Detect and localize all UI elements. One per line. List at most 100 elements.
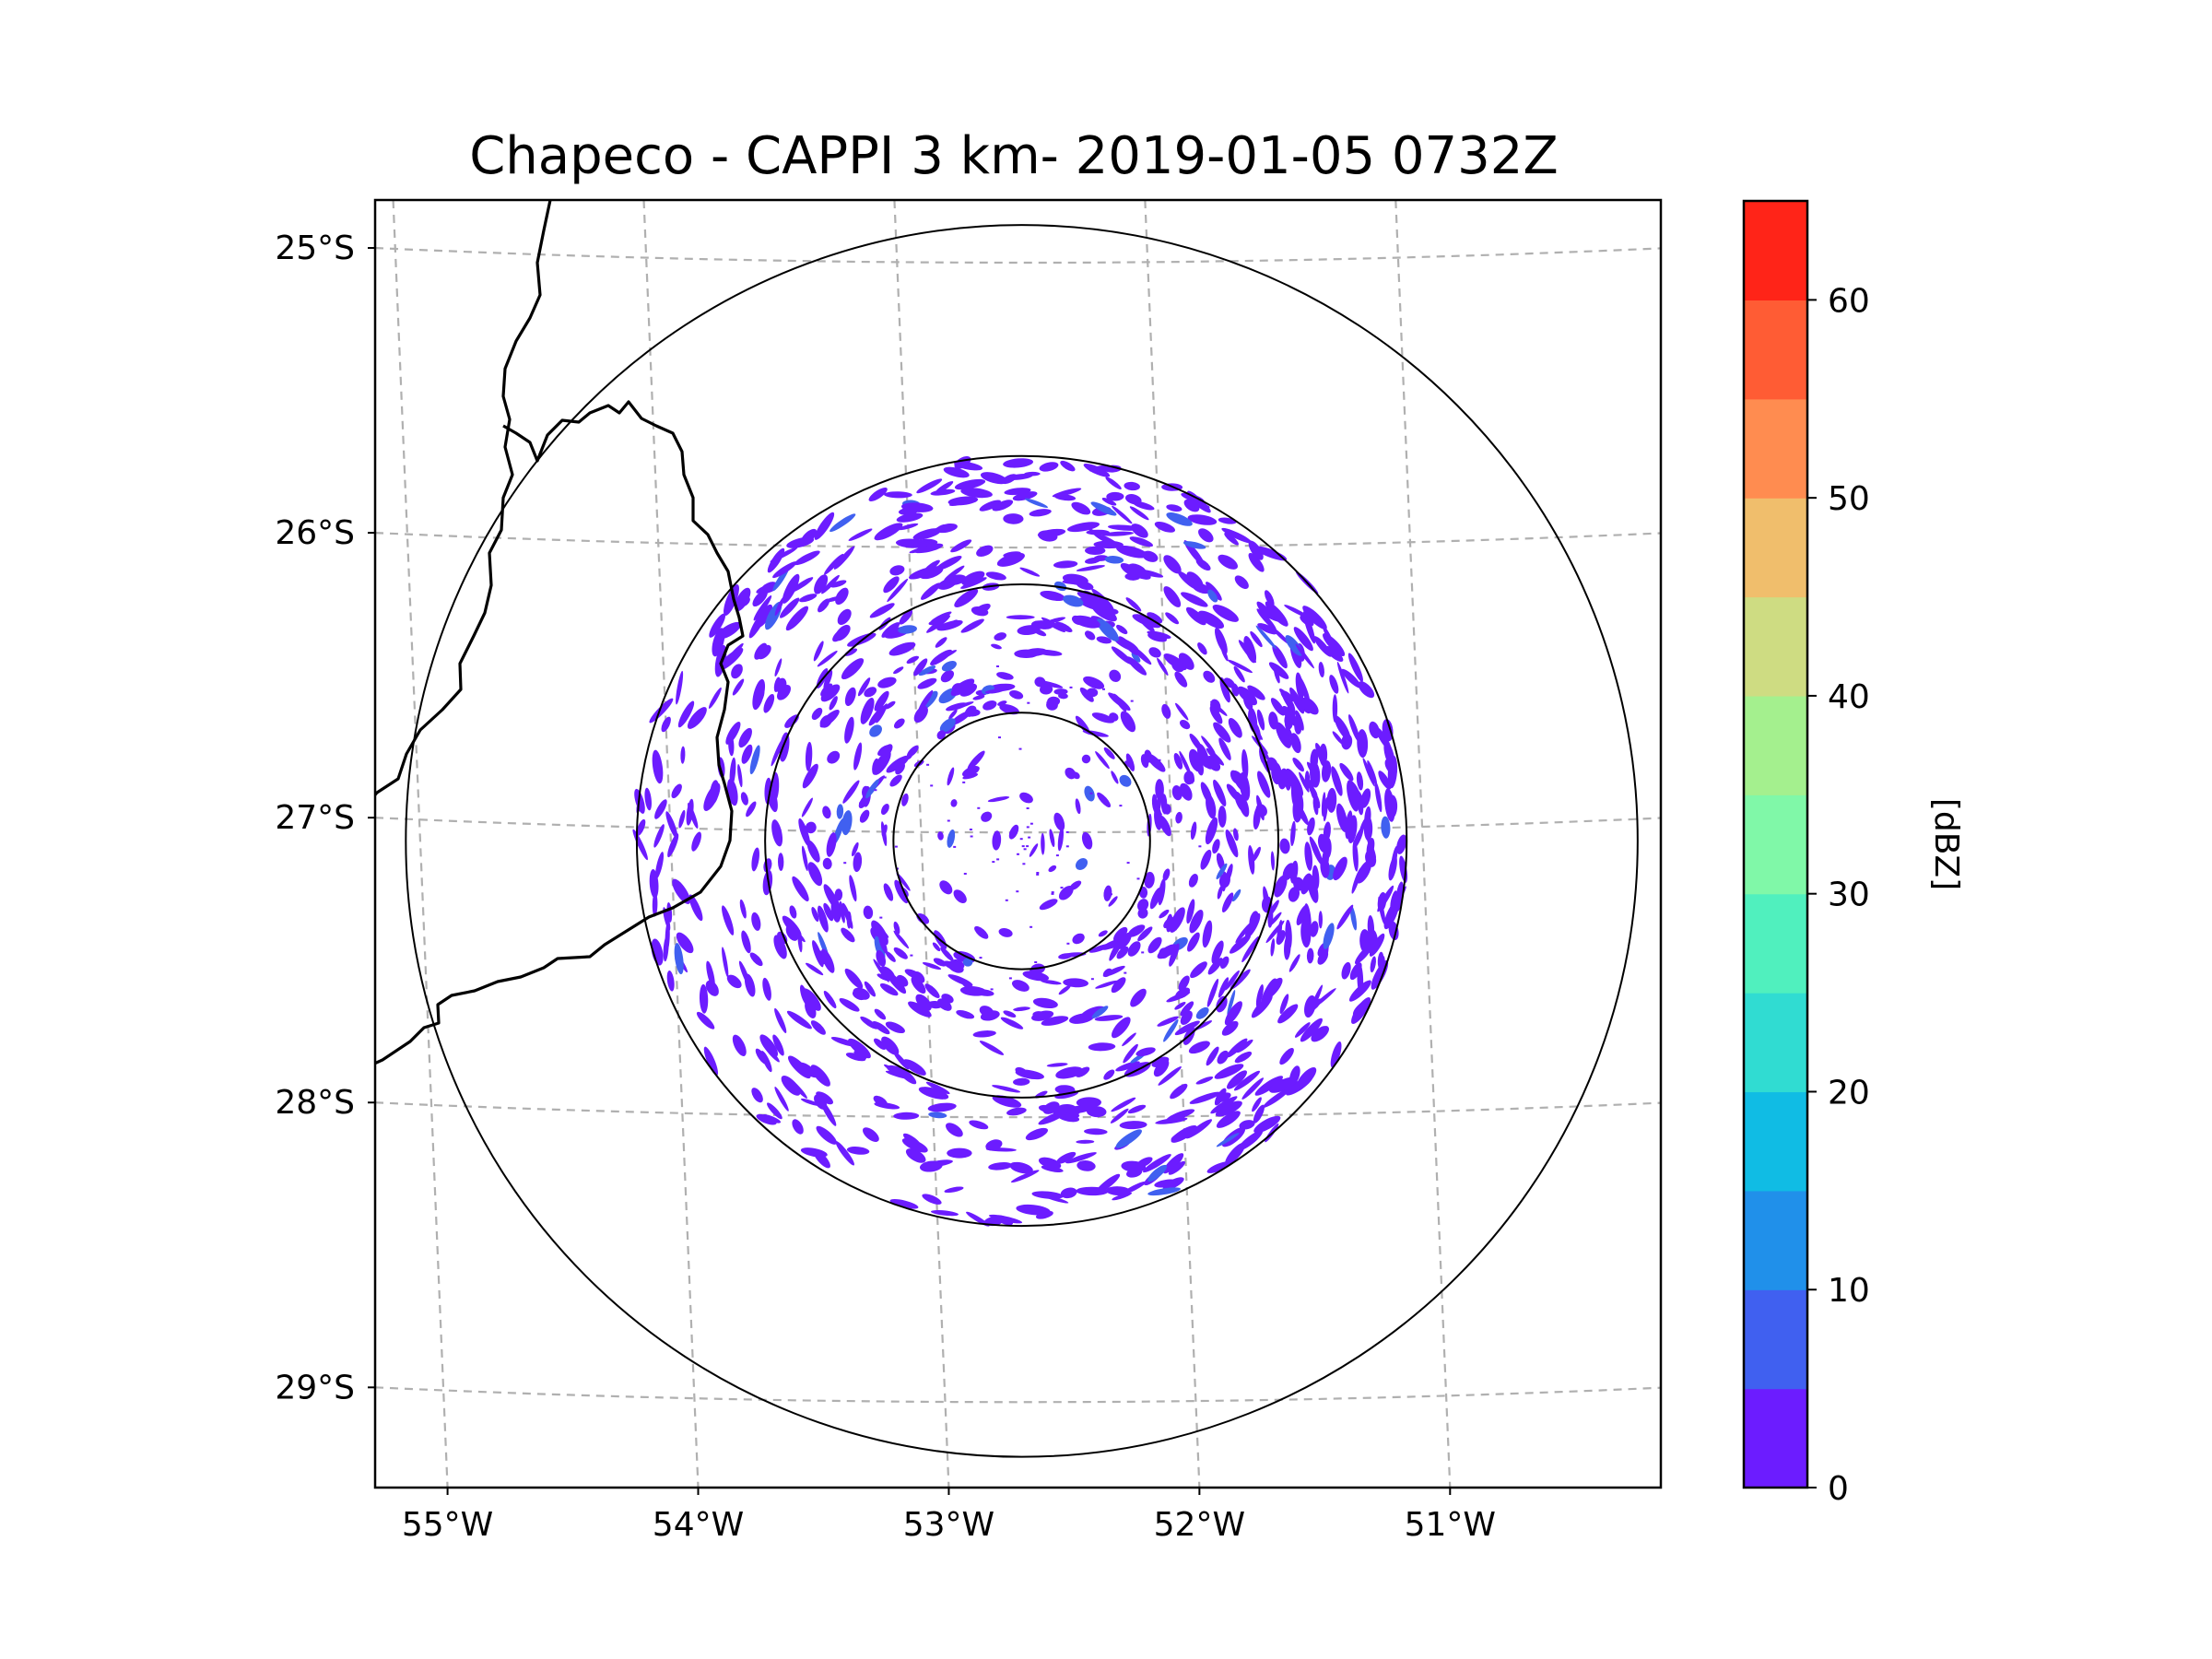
echo-speckle xyxy=(849,875,857,902)
echo-speckle xyxy=(1318,911,1324,929)
echo-speckle xyxy=(1217,1050,1230,1065)
echo-speckle xyxy=(887,578,909,603)
echo-speckle xyxy=(665,922,670,952)
echo-speckle xyxy=(1216,995,1228,1013)
echo-speckle xyxy=(874,1038,887,1050)
echo-speckle xyxy=(1113,926,1128,942)
echo-speckle xyxy=(844,716,854,744)
echo-speckle xyxy=(913,543,944,554)
echo-speckle xyxy=(903,1059,926,1076)
echo-speckle xyxy=(1220,646,1229,662)
echo-speckle xyxy=(1148,647,1161,658)
echo-speckle xyxy=(844,968,864,989)
echo-speckle xyxy=(1170,1083,1188,1100)
echo-speckle xyxy=(1126,656,1147,676)
echo-speckle xyxy=(1147,632,1168,642)
echo-speckle xyxy=(1187,514,1218,525)
echo-speckle xyxy=(1086,688,1099,698)
echo-speckle xyxy=(979,1006,994,1018)
echo-speckle xyxy=(811,907,819,922)
echo-speckle xyxy=(1241,748,1249,780)
echo-speckle xyxy=(844,648,858,656)
echo-speckle xyxy=(729,757,736,787)
echo-speckle xyxy=(821,574,840,594)
lon-tick-label: 55°W xyxy=(402,1506,493,1544)
echo-speckle xyxy=(814,512,835,540)
echo-speckle xyxy=(1131,652,1141,663)
echo-speck xyxy=(1021,845,1025,848)
echo-speckle xyxy=(992,1095,1022,1108)
echo-speck xyxy=(1124,971,1127,974)
echo-speckle xyxy=(1295,672,1304,700)
echo-speckle xyxy=(676,932,694,954)
echo-speckle xyxy=(1116,946,1129,959)
echo-speck xyxy=(1030,969,1033,971)
echo-speckle xyxy=(1294,1022,1311,1038)
echo-speckle xyxy=(1004,488,1031,496)
echo-speckle xyxy=(930,1209,959,1217)
echo-speckle xyxy=(1129,506,1149,521)
parallel-line xyxy=(375,1101,1661,1119)
echo-speckle xyxy=(1163,555,1182,574)
lat-tick-label: 25°S xyxy=(275,229,355,267)
echo-speckle xyxy=(1293,627,1313,652)
echo-speckle xyxy=(1160,794,1168,814)
echo-speckle xyxy=(944,1186,964,1194)
echo-speckle xyxy=(1111,1097,1136,1112)
echo-speckle xyxy=(1317,950,1329,965)
echo-speckle xyxy=(879,982,899,996)
echo-speckle xyxy=(1183,771,1194,785)
echo-speckle xyxy=(1053,560,1078,569)
echo-speckle xyxy=(1357,729,1369,759)
colorbar-ticks: 0 10 20 30 40 50 60 xyxy=(1807,282,1870,1508)
echo-speckle xyxy=(1268,662,1289,679)
echo-speck xyxy=(879,916,883,919)
echo-speckle xyxy=(1060,460,1076,472)
echo-speckle xyxy=(874,690,889,712)
echo-speckle xyxy=(1011,980,1030,992)
echo-speckle xyxy=(841,658,865,680)
echo-speck xyxy=(1198,845,1202,848)
echo-speckle xyxy=(792,1119,804,1135)
echo-speckle xyxy=(1290,820,1296,847)
echo-speckle xyxy=(1153,1059,1170,1077)
echo-speckle xyxy=(805,821,817,834)
echo-speck xyxy=(1110,893,1112,896)
echo-speck xyxy=(1030,925,1033,928)
echo-speckle xyxy=(953,889,967,903)
echo-speckle xyxy=(1206,1046,1219,1066)
echo-speckle xyxy=(724,642,744,665)
echo-speckle xyxy=(871,920,888,946)
echo-speckle xyxy=(933,958,947,967)
echo-speckle xyxy=(1038,1104,1054,1113)
echo-speck xyxy=(1008,977,1012,980)
colorbar-band xyxy=(1744,993,1807,1093)
echo-speckle xyxy=(1151,794,1159,814)
echo-speckle xyxy=(1055,621,1073,632)
parallel-line xyxy=(375,1386,1661,1404)
echo-speckle xyxy=(1270,938,1276,957)
echo-speckle xyxy=(935,637,947,648)
echo-speckle xyxy=(899,609,913,625)
echo-speckle xyxy=(1349,905,1358,931)
echo-speck xyxy=(1066,942,1070,945)
echo-speckle xyxy=(1329,675,1339,694)
echo-speckle xyxy=(1143,1154,1171,1173)
echo-speckle xyxy=(1006,1107,1027,1116)
echo-speckle xyxy=(853,852,863,873)
echo-speckle xyxy=(1257,771,1271,798)
echo-speckle xyxy=(688,894,703,922)
echo-speckle xyxy=(889,1198,919,1209)
echo-speckle xyxy=(948,575,965,584)
echo-speck xyxy=(1016,890,1019,893)
echo-speckle xyxy=(652,749,664,784)
echo-speckle xyxy=(1053,812,1065,831)
echo-speck xyxy=(996,665,999,667)
echo-speckle xyxy=(678,809,686,829)
echo-speckle xyxy=(1197,642,1207,655)
echo-speckle xyxy=(1083,463,1111,477)
echo-speckle xyxy=(1108,896,1118,907)
echo-speckle xyxy=(1003,458,1034,468)
echo-speckle xyxy=(969,1120,989,1130)
echo-speckle xyxy=(1313,636,1332,657)
